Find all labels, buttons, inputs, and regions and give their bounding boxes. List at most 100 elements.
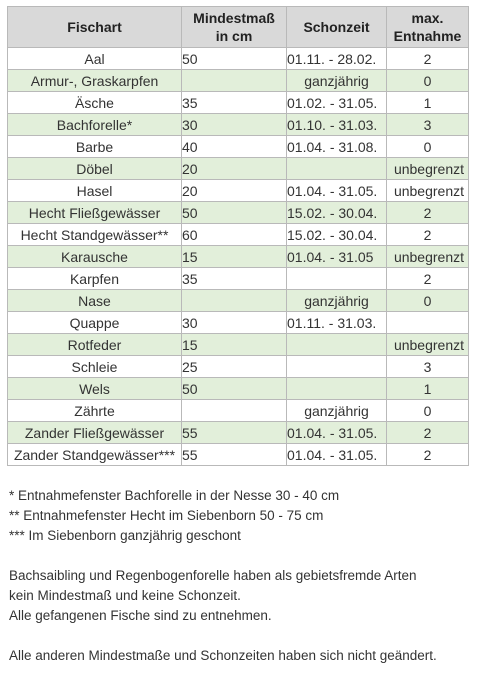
header-fischart: Fischart (7, 6, 182, 48)
closed-season-cell: 15.02. - 30.04. (286, 201, 387, 224)
closed-season-cell (286, 157, 387, 180)
closed-season-cell (286, 377, 387, 400)
table-row: Karpfen 35 2 (7, 267, 469, 290)
footnote-3: *** Im Siebenborn ganzjährig geschont (9, 528, 241, 543)
min-size-cell (181, 289, 287, 312)
table-row: Hecht Standgewässer** 60 15.02. - 30.04. 2 (7, 223, 469, 246)
fish-name-cell: Aal (7, 47, 182, 70)
max-catch-cell: 2 (386, 201, 469, 224)
closed-season-cell (286, 267, 387, 290)
max-catch-cell: 0 (386, 135, 469, 158)
fish-name-cell: Schleie (7, 355, 182, 378)
fish-name-cell: Döbel (7, 157, 182, 180)
fish-name-cell: Zander Fließgewässer (7, 421, 182, 444)
min-size-cell: 30 (181, 113, 287, 136)
table-row: Aal 50 01.11. - 28.02. 2 (7, 47, 469, 70)
max-catch-cell: 2 (386, 421, 469, 444)
max-catch-cell: unbegrenzt (386, 179, 469, 202)
closed-season-cell: 01.04. - 31.05. (286, 421, 387, 444)
min-size-cell: 50 (181, 47, 287, 70)
note-line: Alle anderen Mindestmaße und Schonzeiten… (9, 648, 437, 663)
closed-season-cell: 01.04. - 31.05. (286, 179, 387, 202)
fish-name-cell: Rotfeder (7, 333, 182, 356)
fish-name-cell: Zander Standgewässer*** (7, 443, 182, 466)
table-row: Barbe 40 01.04. - 31.08. 0 (7, 135, 469, 158)
min-size-cell (181, 399, 287, 422)
table-row: Wels 50 1 (7, 377, 469, 400)
fish-name-cell: Äsche (7, 91, 182, 114)
min-size-cell: 55 (181, 443, 287, 466)
min-size-cell: 35 (181, 267, 287, 290)
closed-season-cell: ganzjährig (286, 289, 387, 312)
note-line: Bachsaibling und Regenbogenforelle haben… (9, 568, 417, 583)
table-row: Zander Fließgewässer 55 01.04. - 31.05. 2 (7, 421, 469, 444)
table-row: Armur-, Graskarpfen ganzjährig 0 (7, 69, 469, 92)
fish-name-cell: Wels (7, 377, 182, 400)
header-schonzeit: Schonzeit (286, 6, 387, 48)
max-catch-cell: 0 (386, 289, 469, 312)
max-catch-cell: 3 (386, 355, 469, 378)
footnote-2: ** Entnahmefenster Hecht im Siebenborn 5… (9, 508, 324, 523)
header-max-entnahme: max. Entnahme (386, 6, 469, 48)
min-size-cell: 25 (181, 355, 287, 378)
table-row: Nase ganzjährig 0 (7, 289, 469, 312)
min-size-cell: 30 (181, 311, 287, 334)
table-row: Bachforelle* 30 01.10. - 31.03. 3 (7, 113, 469, 136)
table-row: Zander Standgewässer*** 55 01.04. - 31.05.… (7, 443, 469, 466)
closed-season-cell (286, 355, 387, 378)
min-size-cell: 20 (181, 157, 287, 180)
closed-season-cell: 01.04. - 31.08. (286, 135, 387, 158)
max-catch-cell: unbegrenzt (386, 333, 469, 356)
max-catch-cell: 0 (386, 399, 469, 422)
max-catch-cell: 3 (386, 113, 469, 136)
fish-name-cell: Hasel (7, 179, 182, 202)
min-size-cell (181, 69, 287, 92)
max-catch-cell (386, 311, 469, 334)
closed-season-cell: 01.04. - 31.05 (286, 245, 387, 268)
closed-season-cell: 01.11. - 28.02. (286, 47, 387, 70)
max-catch-cell: 2 (386, 47, 469, 70)
fish-name-cell: Barbe (7, 135, 182, 158)
fish-name-cell: Quappe (7, 311, 182, 334)
closed-season-cell: 01.10. - 31.03. (286, 113, 387, 136)
closed-season-cell: 15.02. - 30.04. (286, 223, 387, 246)
min-size-cell: 40 (181, 135, 287, 158)
table-row: Äsche 35 01.02. - 31.05. 1 (7, 91, 469, 114)
max-catch-cell: 1 (386, 377, 469, 400)
table-row: Hecht Fließgewässer 50 15.02. - 30.04. 2 (7, 201, 469, 224)
table-header-row: Fischart Mindestmaß in cm Schonzeit max. E… (7, 6, 469, 48)
table-row: Schleie 25 3 (7, 355, 469, 378)
min-size-cell: 15 (181, 333, 287, 356)
fish-name-cell: Nase (7, 289, 182, 312)
closed-season-cell: 01.02. - 31.05. (286, 91, 387, 114)
table-row: Karausche 15 01.04. - 31.05 unbegrenzt (7, 245, 469, 268)
closed-season-cell: 01.11. - 31.03. (286, 311, 387, 334)
fish-name-cell: Zährte (7, 399, 182, 422)
note-line: kein Mindestmaß und keine Schonzeit. (9, 588, 241, 603)
table-row: Hasel 20 01.04. - 31.05. unbegrenzt (7, 179, 469, 202)
fish-name-cell: Armur-, Graskarpfen (7, 69, 182, 92)
max-catch-cell: 2 (386, 443, 469, 466)
max-catch-cell: 2 (386, 223, 469, 246)
min-size-cell: 50 (181, 377, 287, 400)
closed-season-cell (286, 333, 387, 356)
max-catch-cell: unbegrenzt (386, 245, 469, 268)
table-row: Döbel 20 unbegrenzt (7, 157, 469, 180)
min-size-cell: 50 (181, 201, 287, 224)
fish-name-cell: Hecht Standgewässer** (7, 223, 182, 246)
notes-section: * Entnahmefenster Bachforelle in der Nes… (9, 486, 437, 666)
min-size-cell: 15 (181, 245, 287, 268)
footnote-1: * Entnahmefenster Bachforelle in der Nes… (9, 488, 340, 503)
table-row: Rotfeder 15 unbegrenzt (7, 333, 469, 356)
fish-name-cell: Hecht Fließgewässer (7, 201, 182, 224)
fish-name-cell: Bachforelle* (7, 113, 182, 136)
closed-season-cell: 01.04. - 31.05. (286, 443, 387, 466)
max-catch-cell: 0 (386, 69, 469, 92)
min-size-cell: 35 (181, 91, 287, 114)
table-row: Zährte ganzjährig 0 (7, 399, 469, 422)
table-row: Quappe 30 01.11. - 31.03. (7, 311, 469, 334)
fish-regulations-table: Fischart Mindestmaß in cm Schonzeit max. E… (7, 6, 469, 466)
table-body: Aal 50 01.11. - 28.02. 2 Armur-, Graskarpfen… (7, 47, 469, 466)
closed-season-cell: ganzjährig (286, 69, 387, 92)
